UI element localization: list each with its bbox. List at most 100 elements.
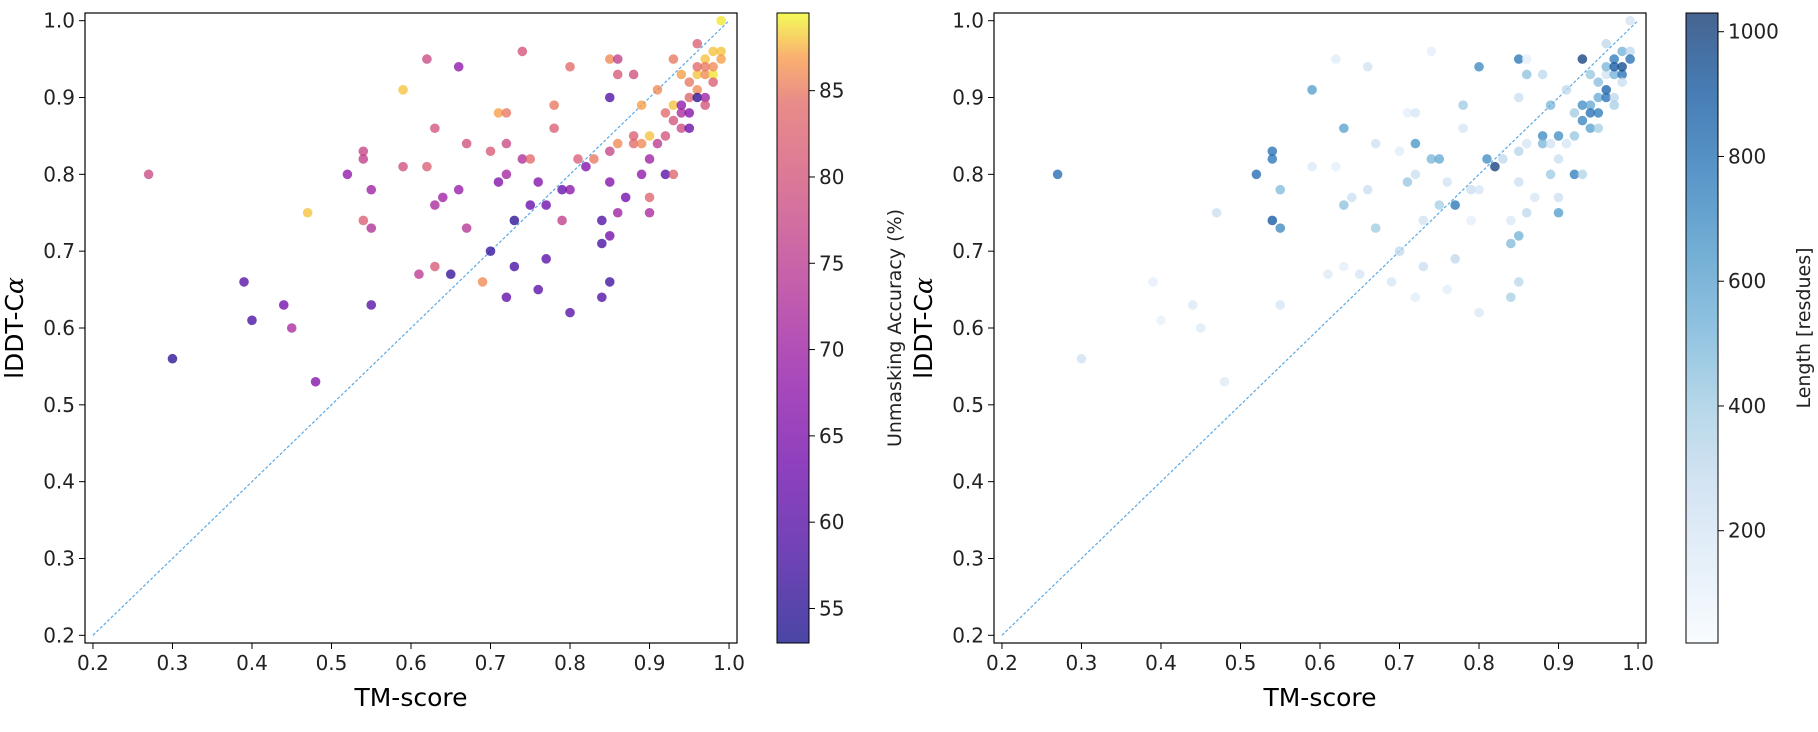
- x-tick-label: 1.0: [713, 651, 745, 675]
- x-tick-label: 0.4: [1145, 651, 1177, 675]
- scatter-point: [1569, 169, 1580, 180]
- scatter-point: [1609, 69, 1619, 80]
- scatter-point: [1617, 69, 1627, 80]
- x-axis-label: TM-score: [353, 683, 467, 712]
- scatter-point: [358, 215, 369, 226]
- scatter-point: [1609, 100, 1619, 110]
- scatter-point: [422, 161, 432, 172]
- scatter-point: [1609, 61, 1619, 72]
- scatter-point: [668, 115, 679, 126]
- colorbar-gradient: [1686, 13, 1718, 643]
- scatter-points: [1052, 15, 1635, 387]
- colorbar: 200 400 600 800 1000 Length [resdues]: [1685, 12, 1815, 644]
- scatter-point: [541, 254, 551, 264]
- scatter-point: [1513, 146, 1524, 157]
- scatter-point: [1545, 100, 1556, 110]
- scatter-point: [620, 192, 631, 203]
- scatter-point: [493, 177, 504, 187]
- scatter-point: [143, 169, 154, 180]
- scatter-point: [660, 108, 671, 118]
- scatter-point: [445, 269, 456, 280]
- scatter-point: [1490, 161, 1500, 172]
- scatter-point: [644, 207, 655, 218]
- scatter-point: [1442, 284, 1453, 295]
- scatter-point: [565, 61, 575, 72]
- scatter-point: [1625, 46, 1635, 57]
- scatter-point: [1561, 138, 1572, 149]
- y-tick-label: 0.7: [43, 239, 75, 263]
- scatter-point: [509, 261, 520, 272]
- scatter-point: [278, 300, 289, 310]
- y-tick-label: 1.0: [43, 9, 75, 33]
- y-tick-label: 0.4: [952, 470, 984, 494]
- scatter-point: [1347, 192, 1357, 203]
- y-tick-label: 0.3: [43, 546, 75, 570]
- colorbar-tick-label: 55: [819, 596, 844, 620]
- scatter-point: [1569, 131, 1580, 141]
- scatter-point: [525, 200, 536, 210]
- x-tick-label: 0.6: [1304, 651, 1336, 675]
- scatter-point: [684, 108, 695, 118]
- scatter-point: [636, 100, 647, 110]
- scatter-point: [700, 61, 710, 72]
- scatter-point: [1513, 277, 1524, 287]
- x-tick-label: 0.3: [157, 651, 189, 675]
- scatter-point: [1410, 169, 1421, 180]
- colorbar-label: Unmasking Accuracy (%): [884, 209, 906, 447]
- scatter-point: [310, 376, 321, 387]
- scatter-point: [1156, 315, 1166, 326]
- scatter-point: [1450, 200, 1460, 210]
- scatter-point: [604, 177, 615, 187]
- scatter-point: [692, 85, 703, 95]
- scatter-point: [1593, 92, 1604, 103]
- colorbar-tick-label: 400: [1728, 394, 1766, 418]
- scatter-point: [692, 92, 703, 103]
- y-tick-label: 0.3: [952, 546, 984, 570]
- scatter-point: [167, 353, 178, 364]
- scatter-point: [628, 69, 639, 80]
- scatter-point: [1410, 108, 1421, 118]
- y-tick-label: 1.0: [952, 9, 984, 33]
- scatter-point: [1394, 246, 1405, 256]
- scatter-point: [517, 154, 528, 164]
- scatter-point: [1601, 92, 1612, 103]
- scatter-point: [430, 123, 440, 134]
- scatter-point: [1076, 353, 1087, 364]
- scatter-point: [1426, 154, 1437, 164]
- colorbar-tick-label: 65: [819, 424, 844, 448]
- scatter-point: [660, 169, 671, 180]
- scatter-point: [597, 238, 607, 249]
- scatter-point: [1410, 292, 1421, 303]
- scatter-point: [1601, 85, 1612, 95]
- colorbar-frame: [776, 12, 810, 644]
- scatter-point: [1521, 69, 1532, 80]
- x-tick-label: 0.5: [316, 651, 348, 675]
- scatter-point: [549, 123, 559, 134]
- scatter-point: [708, 69, 718, 80]
- scatter-point: [1521, 138, 1532, 149]
- scatter-point: [612, 69, 623, 80]
- scatter-point: [398, 85, 408, 95]
- x-tick-label: 0.7: [475, 651, 507, 675]
- y-tick-label: 0.7: [952, 239, 984, 263]
- scatter-point: [1537, 138, 1548, 149]
- y-axis-label: lDDT-Cα: [0, 277, 29, 379]
- scatter-point: [1434, 154, 1445, 164]
- scatter-point: [684, 123, 695, 134]
- scatter-point: [1402, 177, 1413, 187]
- alpha-subscript-symbol: α: [0, 277, 29, 294]
- scatter-point: [1513, 54, 1524, 64]
- scatter-point: [644, 131, 655, 141]
- scatter-point: [302, 207, 313, 218]
- scatter-point: [676, 100, 687, 110]
- y-tick-label: 0.8: [952, 162, 984, 186]
- scatter-point: [1513, 92, 1524, 103]
- scatter-point: [652, 138, 663, 149]
- scatter-point: [700, 54, 710, 64]
- scatter-point: [501, 169, 512, 180]
- scatter-point: [501, 108, 512, 118]
- scatter-point: [1426, 46, 1437, 57]
- scatter-point: [366, 184, 377, 195]
- scatter-point: [461, 223, 472, 233]
